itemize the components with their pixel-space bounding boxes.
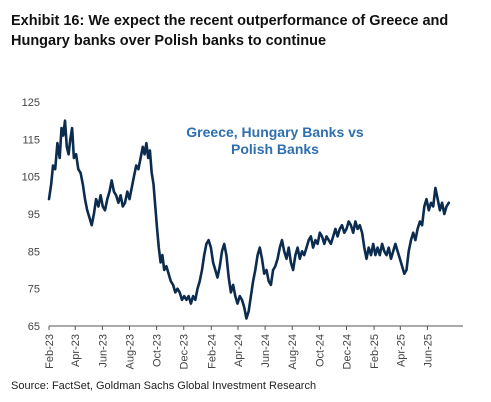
- chart-annotation: Greece, Hungary Banks vs Polish Banks: [186, 124, 364, 157]
- x-tick-label: Aug-23: [124, 334, 136, 369]
- x-tick-label: Apr-23: [70, 334, 82, 367]
- series-line: [47, 119, 451, 320]
- y-tick-label: 115: [22, 134, 40, 146]
- y-tick-label: 125: [22, 97, 40, 109]
- y-tick-label: 95: [28, 209, 40, 221]
- x-tick-label: Apr-24: [233, 334, 245, 367]
- x-tick-label: Aug-24: [287, 334, 299, 369]
- annotation-line-2: Polish Banks: [231, 141, 319, 157]
- x-tick-label: Oct-24: [314, 334, 326, 367]
- x-tick-label: Oct-23: [152, 334, 164, 367]
- series-layer: [47, 119, 451, 320]
- exhibit-title: Exhibit 16: We expect the recent outperf…: [11, 13, 449, 49]
- y-tick-label: 75: [28, 284, 40, 296]
- x-tick-label: Feb-25: [369, 334, 381, 369]
- x-tick-label: Dec-24: [341, 334, 353, 369]
- x-tick-label: Jun-25: [422, 334, 434, 368]
- x-tick-label: Apr-25: [395, 334, 407, 367]
- x-tick-label: Dec-23: [179, 334, 191, 369]
- x-tick-label: Feb-24: [206, 334, 218, 369]
- annotation-line-1: Greece, Hungary Banks vs: [186, 124, 364, 140]
- x-tick-label: Feb-23: [44, 334, 56, 369]
- y-tick-label: 65: [28, 321, 40, 333]
- y-tick-label: 105: [22, 172, 40, 184]
- y-tick-label: 85: [28, 246, 40, 258]
- x-tick-label: Jun-24: [260, 334, 272, 368]
- x-tick-label: Jun-23: [97, 334, 109, 368]
- source-note: Source: FactSet, Goldman Sachs Global In…: [11, 380, 317, 392]
- x-axis: Feb-23 Apr-23 Jun-23 Aug-23 Oct-23 Dec-23 Feb-…: [44, 325, 463, 369]
- y-axis: 65 75 85 95 105 115 125: [22, 97, 40, 333]
